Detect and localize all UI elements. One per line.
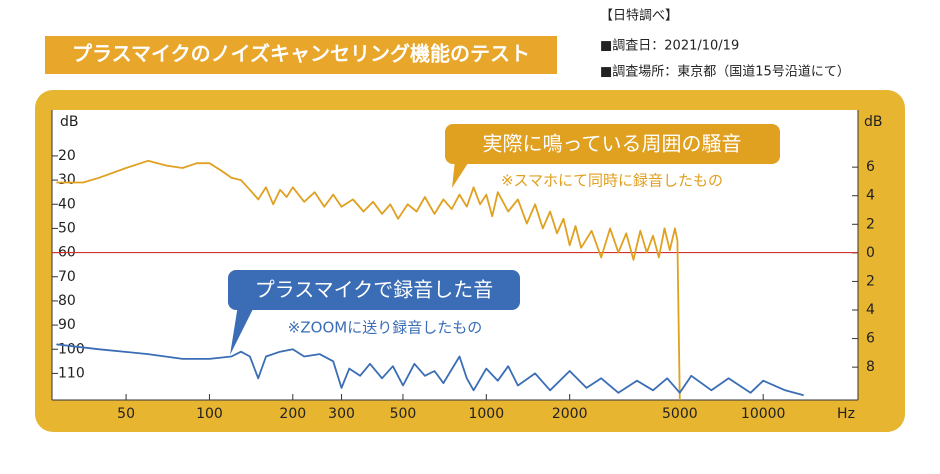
callout-box — [445, 124, 780, 164]
callout-pointer — [230, 305, 255, 355]
y-tick-label: 110 — [58, 365, 85, 381]
callout-pointer — [452, 160, 470, 188]
chart-title: プラスマイクのノイズキャンセリング機能のテスト — [72, 42, 530, 66]
y-tick-label: 30 — [58, 172, 76, 188]
x-tick-label: 100 — [196, 406, 223, 422]
y-tick-label: 80 — [58, 293, 76, 309]
y-tick-label: 100 — [58, 341, 85, 357]
legend-note: ※スマホにて同時に録音したもの — [501, 172, 723, 190]
y-tick-label: 90 — [58, 317, 76, 333]
callout-box — [228, 270, 520, 310]
y-tick-label: 70 — [58, 269, 76, 285]
y-tick-label: 40 — [58, 196, 76, 212]
x-tick-label: 50 — [117, 406, 135, 422]
legend-label: プラスマイクで録音した音 — [255, 278, 494, 302]
x-tick-label: 500 — [390, 406, 417, 422]
series-line — [56, 343, 804, 397]
x-tick-label: 2000 — [552, 406, 588, 422]
x-tick-label: 1000 — [468, 406, 504, 422]
y-axis-label: dB — [60, 114, 79, 130]
y2-axis-label: dB — [864, 114, 883, 130]
x-tick-label: 5000 — [662, 406, 698, 422]
title-box — [45, 36, 557, 74]
x-tick-label: 10000 — [741, 406, 786, 422]
series-line — [56, 159, 681, 401]
note: 【日特調べ】 — [600, 9, 678, 24]
legend-note: ※ZOOMに送り録音したもの — [288, 319, 482, 337]
y2-tick-label: 6 — [866, 159, 875, 175]
note: ■調査場所：東京都（国道15号沿道にて） — [600, 64, 850, 80]
y2-tick-label: 2 — [866, 216, 875, 232]
y2-tick-label: 4 — [866, 188, 875, 204]
y-tick-label: 20 — [58, 148, 76, 164]
legend-label: 実際に鳴っている周囲の騒音 — [483, 132, 742, 156]
x-tick-label: 300 — [328, 406, 355, 422]
y2-tick-label: 0 — [866, 245, 875, 261]
y2-tick-label: 8 — [866, 359, 875, 375]
x-axis-label: Hz — [837, 406, 855, 422]
x-tick-label: 200 — [279, 406, 306, 422]
y2-tick-label: 6 — [866, 331, 875, 347]
y2-tick-label: 2 — [866, 273, 875, 289]
y-tick-label: 50 — [58, 220, 76, 236]
note: ■調査日：2021/10/19 — [600, 39, 739, 54]
y2-tick-label: 4 — [866, 302, 875, 318]
